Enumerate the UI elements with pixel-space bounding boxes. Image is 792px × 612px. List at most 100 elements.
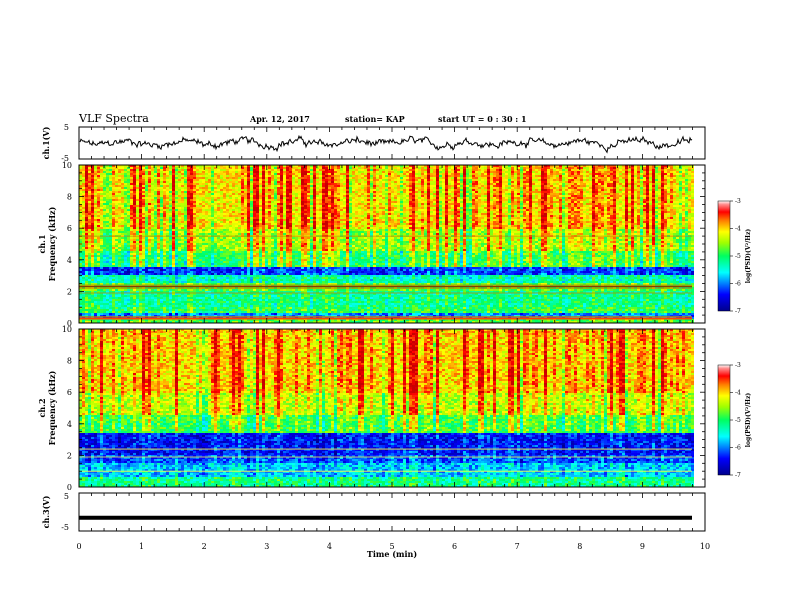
spectrogram-cell [316, 191, 319, 193]
spectrogram-cell [235, 185, 238, 187]
spectrogram-cell [628, 183, 631, 185]
spectrogram-cell [688, 201, 691, 203]
spectrogram-cell [523, 173, 526, 175]
spectrogram-cell [547, 187, 550, 189]
spectrogram-cell [364, 183, 367, 185]
spectrogram-cell [124, 173, 127, 175]
spectrogram-cell [682, 167, 685, 169]
spectrogram-cell [619, 191, 622, 193]
spectrogram-cell [433, 201, 436, 203]
spectrogram-cell [334, 209, 337, 211]
spectrogram-cell [247, 189, 250, 191]
spectrogram-cell [172, 165, 175, 167]
spectrogram-cell [601, 169, 604, 171]
spectrogram-cell [109, 203, 112, 205]
spectrogram-cell [376, 209, 379, 211]
spectrogram-cell [160, 173, 163, 175]
spectrogram-cell [592, 209, 595, 211]
spectrogram-cell [619, 207, 622, 209]
spectrogram-cell [499, 201, 502, 203]
spectrogram-cell [364, 207, 367, 209]
spectrogram-cell [280, 185, 283, 187]
spectrogram-cell [166, 183, 169, 185]
spectrogram-cell [481, 171, 484, 173]
spectrogram-cell [568, 207, 571, 209]
spectrogram-cell [352, 205, 355, 207]
spectrogram-cell [79, 185, 82, 187]
spectrogram-cell [199, 197, 202, 199]
spectrogram-cell [679, 173, 682, 175]
spectrogram-cell [112, 185, 115, 187]
spectrogram-cell [115, 171, 118, 173]
spectrogram-cell [517, 175, 520, 177]
spectrogram-cell [160, 175, 163, 177]
spectrogram-cell [430, 203, 433, 205]
spectrogram-cell [631, 181, 634, 183]
spectrogram-cell [520, 179, 523, 181]
spectrogram-cell [250, 175, 253, 177]
spectrogram-cell [97, 205, 100, 207]
spectrogram-cell [217, 173, 220, 175]
spectrogram-cell [544, 209, 547, 211]
spectrogram-cell [508, 189, 511, 191]
spectrogram-cell [610, 197, 613, 199]
spectrogram-cell [205, 187, 208, 189]
spectrogram-cell [571, 207, 574, 209]
spectrogram-cell [499, 175, 502, 177]
spectrogram-cell [517, 191, 520, 193]
spectrogram-cell [232, 205, 235, 207]
spectrogram-cell [610, 203, 613, 205]
ch1-ytick-top: 5 [64, 123, 69, 132]
spectrogram-cell [121, 179, 124, 181]
spectrogram-cell [97, 181, 100, 183]
spectrogram-cell [481, 203, 484, 205]
spectrogram-cell [172, 187, 175, 189]
spectrogram-cell [307, 207, 310, 209]
spectrogram-cell [214, 201, 217, 203]
spectrogram-cell [586, 189, 589, 191]
spectrogram-cell [604, 205, 607, 207]
spectrogram-cell [250, 207, 253, 209]
spectrogram-cell [376, 177, 379, 179]
spectrogram-cell [106, 187, 109, 189]
spectrogram-cell [259, 179, 262, 181]
spectrogram-cell [406, 181, 409, 183]
spectrogram-cell [376, 205, 379, 207]
spectrogram-cell [238, 203, 241, 205]
spectrogram-cell [235, 201, 238, 203]
spectrogram-cell [628, 191, 631, 193]
spectrogram-cell [136, 179, 139, 181]
spectrogram-cell [187, 177, 190, 179]
spectrogram-cell [133, 197, 136, 199]
spectrogram-cell [208, 209, 211, 211]
spectrogram-cell [91, 181, 94, 183]
spectrogram-cell [196, 199, 199, 201]
spectrogram-cell [274, 167, 277, 169]
spectrogram-cell [454, 187, 457, 189]
spectrogram-cell [304, 189, 307, 191]
spectrogram-cell [193, 197, 196, 199]
spectrogram-cell [445, 201, 448, 203]
spectrogram-cell [247, 167, 250, 169]
spectrogram-cell [517, 185, 520, 187]
spectrogram-cell [223, 195, 226, 197]
spectrogram-cell [370, 181, 373, 183]
spectrogram-cell [394, 189, 397, 191]
spectrogram-cell [457, 185, 460, 187]
spectrogram-cell [409, 187, 412, 189]
spectrogram-cell [316, 193, 319, 195]
spectrogram-cell [490, 209, 493, 211]
spectrogram-cell [88, 181, 91, 183]
spectrogram-cell [286, 199, 289, 201]
spectrogram-cell [532, 165, 535, 167]
spectrogram-cell [463, 203, 466, 205]
spectrogram-cell [340, 193, 343, 195]
spectrogram-cell [577, 209, 580, 211]
spectrogram-cell [310, 197, 313, 199]
spectrogram-cell [604, 201, 607, 203]
spectrogram-cell [409, 189, 412, 191]
spectrogram-cell [580, 173, 583, 175]
spectrogram-cell [235, 205, 238, 207]
spectrogram-cell [565, 205, 568, 207]
spectrogram-cell [433, 207, 436, 209]
